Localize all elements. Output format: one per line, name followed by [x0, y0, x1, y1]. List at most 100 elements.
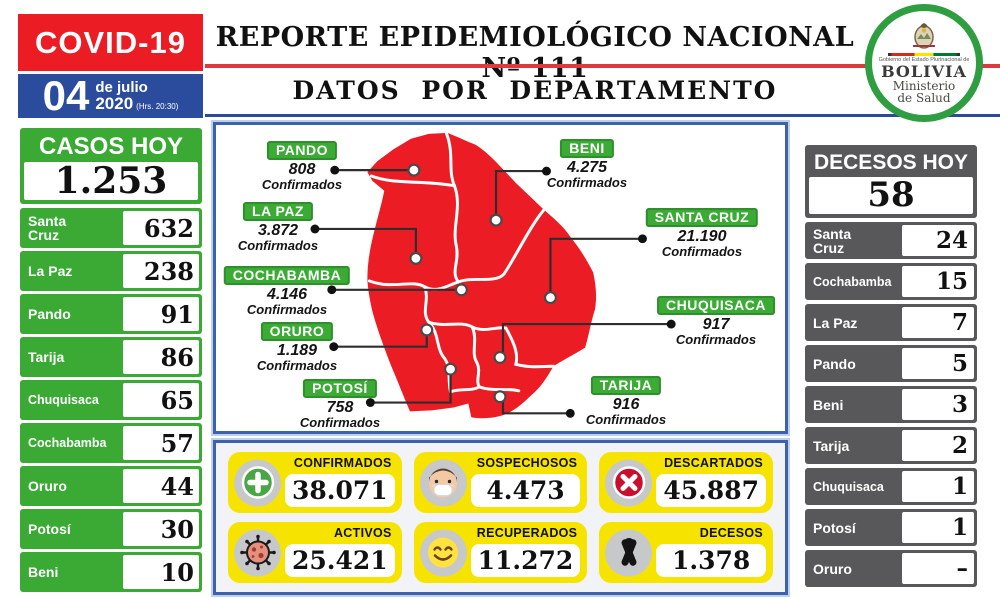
map-dots	[407, 163, 558, 404]
map-label-potosi: POTOSÍ 758 Confirmados	[300, 379, 380, 430]
map-label-cochabamba: COCHABAMBA 4.146 Confirmados	[223, 266, 351, 317]
department-value: 44	[123, 469, 199, 503]
blue-divider	[205, 114, 1000, 117]
department-label: Beni	[813, 396, 844, 413]
confirmed-count: 4.146	[266, 286, 308, 303]
black-ribbon-icon	[621, 538, 637, 566]
decesos-card: DECESOS 1.378	[599, 522, 773, 583]
confirmed-caption: Confirmados	[661, 244, 743, 259]
department-value: 24	[902, 225, 974, 256]
department-value: 1	[902, 512, 974, 543]
confirmed-count: 4.275	[566, 159, 608, 176]
table-row: Pando 5	[805, 345, 977, 382]
confirmed-count: 1.189	[276, 342, 318, 359]
stat-label: ACTIVOS	[333, 526, 392, 540]
confirmed-caption: Confirmados	[546, 175, 628, 190]
department-label: Pando	[813, 355, 856, 372]
map-label-pando: PANDO 808 Confirmados	[262, 141, 342, 192]
page-title: REPORTE EPIDEMIOLÓGICO NACIONAL Nº 111	[215, 22, 855, 84]
department-tag: POTOSÍ	[303, 379, 377, 398]
logo-ministerio-text: Ministerio	[892, 79, 956, 93]
sospechosos-card: SOSPECHOSOS 4.473	[413, 452, 588, 513]
department-label: Tarija	[28, 349, 65, 365]
national-totals-panel: CONFIRMADOS 38.071 SOSPECHOSOS 4.473 DES…	[213, 440, 788, 595]
table-row: Potosí 30	[20, 509, 202, 549]
table-row: Pando 91	[20, 294, 202, 334]
activos-card: ACTIVOS 25.421	[228, 522, 402, 583]
department-label: Beni	[28, 564, 59, 580]
confirmed-caption: Confirmados	[675, 332, 757, 347]
map-label-santa-cruz: SANTA CRUZ 21.190 Confirmados	[645, 208, 759, 259]
table-row: Beni 3	[805, 386, 977, 423]
confirmed-caption: Confirmados	[246, 302, 328, 317]
stat-value: 38.071	[285, 474, 395, 507]
department-tag: CHUQUISACA	[657, 296, 775, 315]
stat-label: SOSPECHOSOS	[476, 456, 578, 470]
cases-today-total: 1.253	[24, 162, 198, 200]
table-row: La Paz 7	[805, 304, 977, 341]
department-label: Pando	[28, 306, 71, 322]
confirmed-caption: Confirmados	[237, 238, 319, 253]
department-tag: PANDO	[266, 141, 338, 160]
department-label: Potosí	[28, 521, 71, 537]
map-label-beni: BENI 4.275 Confirmados	[547, 139, 627, 190]
confirmed-caption: Confirmados	[299, 415, 381, 430]
ministry-logo: Gobierno del Estado Plurinacional de BOL…	[865, 4, 983, 122]
stat-value: 25.421	[285, 544, 395, 577]
department-label: La Paz	[28, 263, 73, 279]
smiley-icon	[428, 537, 459, 568]
deaths-today-panel: DECESOS HOY 58 Santa Cruz 24 Cochabamba 15…	[805, 145, 977, 587]
label-dots	[310, 165, 676, 418]
department-tag: TARIJA	[590, 376, 662, 395]
bolivia-map	[310, 132, 676, 419]
department-value: 15	[902, 266, 974, 297]
department-value: 91	[123, 297, 199, 331]
department-tag: SANTA CRUZ	[645, 208, 759, 227]
stat-label: DECESOS	[699, 526, 763, 540]
cases-today-header: CASOS HOY 1.253	[20, 128, 202, 204]
table-row: Cochabamba 15	[805, 263, 977, 300]
department-value: 7	[902, 307, 974, 338]
department-label: Cochabamba	[813, 274, 892, 289]
deaths-today-title: DECESOS HOY	[813, 151, 969, 174]
map-label-la-paz: LA PAZ 3.872 Confirmados	[238, 202, 318, 253]
confirmed-count: 3.872	[257, 222, 299, 239]
logo-bolivia-text: BOLIVIA	[881, 62, 967, 81]
table-row: Tarija 2	[805, 427, 977, 464]
table-row: Santa Cruz 24	[805, 222, 977, 259]
department-value: 2	[902, 430, 974, 461]
bolivia-flag-line	[888, 53, 960, 56]
stat-value: 45.887	[656, 474, 766, 507]
department-value: 3	[902, 389, 974, 420]
cases-today-panel: CASOS HOY 1.253 Santa Cruz 632 La Paz 238 …	[20, 128, 202, 592]
date-month: de julio	[95, 79, 148, 96]
plus-circle-icon	[241, 466, 274, 499]
stat-value: 4.473	[470, 474, 581, 507]
confirmed-caption: Confirmados	[256, 358, 338, 373]
department-tag: COCHABAMBA	[223, 266, 351, 285]
table-row: La Paz 238	[20, 251, 202, 291]
deaths-today-header: DECESOS HOY 58	[805, 145, 977, 218]
stat-label: DESCARTADOS	[664, 456, 763, 470]
stat-label: CONFIRMADOS	[293, 456, 392, 470]
department-value: 238	[123, 254, 199, 288]
department-value: 1	[902, 471, 974, 502]
department-tag: ORURO	[260, 322, 334, 341]
recuperados-card: RECUPERADOS 11.272	[413, 522, 588, 583]
department-value: –	[902, 553, 974, 584]
department-label: Cochabamba	[28, 436, 107, 450]
table-row: Chuquisaca 1	[805, 468, 977, 505]
department-value: 10	[123, 555, 199, 589]
department-value: 632	[123, 211, 199, 245]
table-row: Oruro 44	[20, 466, 202, 506]
map-label-tarija: TARIJA 916 Confirmados	[586, 376, 666, 427]
map-label-oruro: ORURO 1.189 Confirmados	[257, 322, 337, 373]
table-row: Tarija 86	[20, 337, 202, 377]
confirmed-count: 21.190	[677, 228, 727, 245]
cases-today-title: CASOS HOY	[38, 133, 184, 160]
department-tag: BENI	[560, 139, 614, 158]
covid19-badge: COVID-19	[18, 14, 203, 71]
table-row: Chuquisaca 65	[20, 380, 202, 420]
map-label-chuquisaca: CHUQUISACA 917 Confirmados	[657, 296, 775, 347]
date-year: 2020	[95, 94, 134, 113]
